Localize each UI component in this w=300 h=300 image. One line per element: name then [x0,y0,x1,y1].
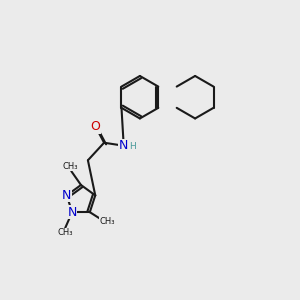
Text: N: N [62,189,71,202]
Text: N: N [119,139,128,152]
Text: CH₃: CH₃ [58,228,73,237]
Text: O: O [91,120,100,133]
Text: CH₃: CH₃ [100,217,115,226]
Text: CH₃: CH₃ [63,162,78,171]
Text: N: N [68,206,77,219]
Text: H: H [129,142,136,151]
